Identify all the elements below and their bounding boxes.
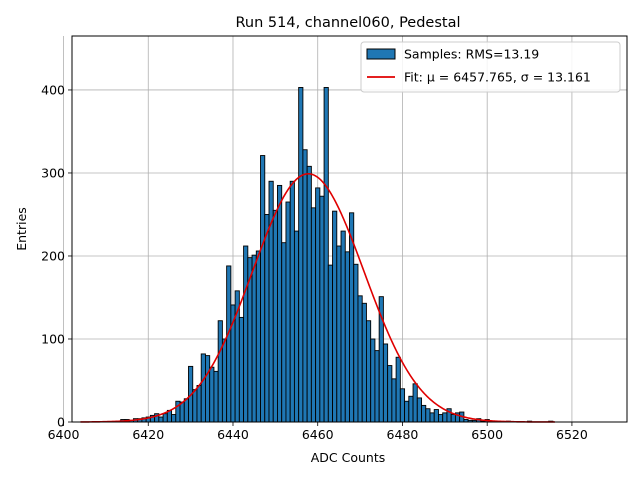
x-tick-label: 6520 [556, 427, 588, 442]
legend-swatch-samples [366, 48, 396, 60]
histogram-bar [450, 414, 456, 423]
histogram-bar [433, 409, 439, 423]
x-tick-label: 6420 [132, 427, 164, 442]
histogram-bar [200, 353, 206, 423]
histogram-bar [382, 343, 389, 423]
histogram-bar [416, 397, 422, 423]
histogram-bar [408, 395, 414, 423]
fit-curve [80, 172, 555, 423]
histogram-bar [268, 180, 274, 423]
histogram-bar [395, 356, 401, 423]
histogram-bar [306, 165, 312, 423]
legend-box [360, 41, 621, 93]
legend-label-samples: Samples: RMS=13.19 [404, 47, 539, 62]
histogram-bar [310, 207, 317, 423]
histogram-bar [260, 155, 266, 423]
x-axis-label: ADC Counts [311, 450, 386, 465]
histogram-bar [319, 195, 325, 423]
y-tick-label: 400 [41, 82, 65, 97]
histogram-bar [336, 245, 342, 423]
histogram-bar [281, 242, 287, 423]
histogram-bar [344, 251, 350, 423]
histogram-bar [429, 412, 435, 423]
histogram-bar [196, 385, 202, 423]
x-tick-label: 6440 [217, 427, 249, 442]
histogram-bar [391, 378, 397, 423]
histogram-bar [302, 149, 308, 423]
histogram-bar [217, 320, 223, 423]
x-tick-label: 6500 [471, 427, 503, 442]
legend-label-fit: Fit: μ = 6457.765, σ = 13.161 [404, 70, 591, 85]
x-tick-label: 6460 [302, 427, 334, 442]
histogram-bar [264, 214, 270, 423]
histogram-bar [327, 264, 334, 423]
histogram-bar [158, 416, 164, 423]
histogram-bar [438, 414, 444, 423]
histogram-bar [412, 383, 418, 423]
y-axis-label: Entries [14, 207, 29, 251]
histogram-bar [425, 408, 431, 423]
histogram-bar [238, 316, 245, 423]
histogram-bar [323, 87, 329, 423]
legend: Samples: RMS=13.19 Fit: μ = 6457.765, σ … [360, 41, 621, 93]
x-tick-label: 6480 [387, 427, 419, 442]
histogram-bar [243, 245, 249, 423]
chart-title: Run 514, channel060, Pedestal [235, 15, 460, 31]
y-tick-label: 0 [57, 415, 65, 430]
histogram-bar [387, 365, 393, 423]
histogram-bar [213, 370, 219, 423]
histogram-bar [315, 187, 321, 423]
histogram-bar [162, 413, 168, 423]
histogram-bar [353, 263, 359, 423]
histogram-bar [332, 210, 338, 423]
histogram-bar [298, 87, 304, 423]
histogram-bars [120, 87, 554, 423]
y-tick-label: 100 [41, 331, 65, 346]
histogram-bar [340, 230, 346, 423]
histogram-bar [251, 254, 257, 423]
histogram-bar [285, 201, 291, 423]
histogram-bar [179, 401, 185, 423]
y-axis-ticks: 0 100 200 300 400 [41, 82, 72, 430]
histogram-bar [404, 400, 410, 423]
histogram-bar [171, 414, 177, 423]
histogram-bar [205, 355, 211, 423]
histogram-bar [289, 180, 295, 423]
histogram-bar [221, 338, 228, 423]
histogram-bar [226, 265, 232, 423]
histogram-bar [370, 338, 376, 423]
y-tick-label: 300 [41, 165, 65, 180]
histogram-bar [442, 412, 448, 423]
histogram-bar [357, 295, 363, 423]
y-tick-label: 200 [41, 248, 65, 263]
histogram-bar [255, 250, 261, 423]
histogram-bar [277, 184, 283, 423]
histogram-bar [361, 302, 367, 423]
histogram-bar [293, 230, 300, 423]
histogram-bar [421, 404, 427, 423]
histogram-bar [209, 366, 215, 423]
histogram-bar [374, 350, 380, 423]
histogram-bar [272, 209, 278, 423]
plot-frame [71, 35, 628, 423]
x-tick-label: 6400 [48, 427, 80, 442]
histogram-bar [183, 398, 189, 423]
histogram-bar [192, 389, 198, 423]
histogram-bar [399, 388, 406, 423]
x-axis-ticks: 6400 6420 6440 6460 6480 6500 6520 [48, 422, 588, 442]
histogram-bar [365, 320, 372, 423]
